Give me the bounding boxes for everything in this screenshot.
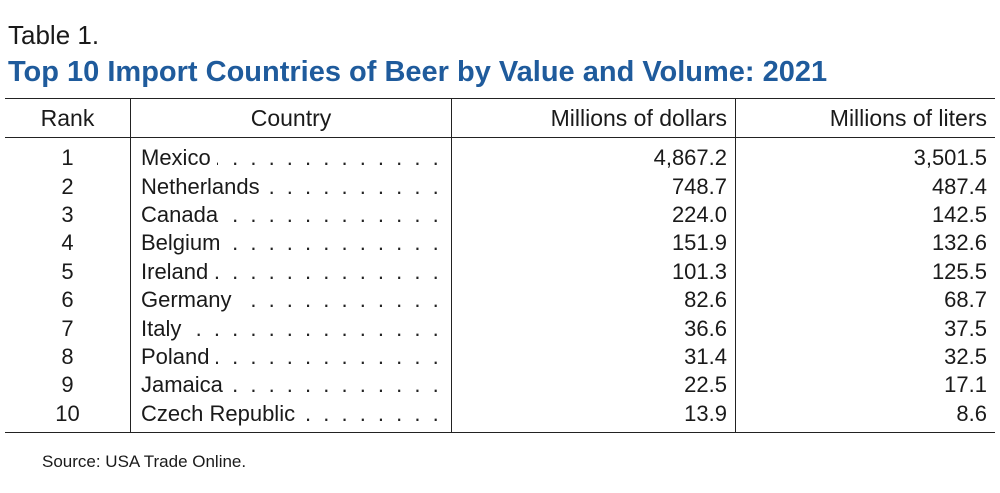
cell-dollars: 224.0 <box>451 200 736 230</box>
cell-dollars: 31.4 <box>451 342 736 372</box>
cell-dollars: 13.9 <box>451 399 736 433</box>
table-row: 1 Mexico . . . . . . . . . . . . . . . . … <box>5 137 995 173</box>
table-row: 3 Canada . . . . . . . . . . . . . . . . … <box>5 200 995 230</box>
cell-country: Jamaica . . . . . . . . . . . . . . . . … <box>130 371 452 400</box>
cell-rank: 10 <box>5 399 131 433</box>
table-row: 4 Belgium . . . . . . . . . . . . . . . .… <box>5 229 995 258</box>
country-name: Mexico <box>141 145 217 171</box>
cell-dollars: 101.3 <box>451 257 736 286</box>
cell-rank: 4 <box>61 230 74 256</box>
country-name: Italy <box>141 315 188 341</box>
cell-rank: 6 <box>61 287 74 313</box>
cell-dollars: 748.7 <box>451 172 736 201</box>
country-name: Germany <box>141 287 238 313</box>
table-row: 7 Italy . . . . . . . . . . . . . . . . .… <box>5 314 995 343</box>
source-note: Source: USA Trade Online. <box>42 452 247 471</box>
cell-rank: 3 <box>61 201 74 227</box>
cell-dollars: 36.6 <box>451 314 736 343</box>
cell-country: Ireland . . . . . . . . . . . . . . . . … <box>130 257 452 286</box>
dot-leader: . . . . . . . . . . . . . . . . . . . . … <box>141 315 451 341</box>
cell-dollars: 82.6 <box>451 285 736 315</box>
cell-liters: 125.5 <box>735 257 995 286</box>
cell-liters: 132.6 <box>735 229 995 258</box>
cell-liters: 487.4 <box>735 172 995 201</box>
cell-liters: 37.5 <box>735 314 995 343</box>
cell-country: Belgium . . . . . . . . . . . . . . . . … <box>130 229 452 258</box>
cell-liters: 8.6 <box>735 399 995 433</box>
table-row: 5 Ireland . . . . . . . . . . . . . . . .… <box>5 257 995 286</box>
header-liters: Millions of liters <box>735 98 995 138</box>
cell-liters: 142.5 <box>735 200 995 230</box>
cell-rank: 9 <box>61 372 74 398</box>
country-name: Canada <box>141 201 225 227</box>
header-row: Rank Country Millions of dollars Million… <box>5 98 995 138</box>
country-name: Ireland <box>141 258 215 284</box>
cell-rank: 8 <box>61 343 74 369</box>
cell-rank: 1 <box>61 145 74 171</box>
table-row: 8 Poland . . . . . . . . . . . . . . . . … <box>5 342 995 372</box>
header-rank: Rank <box>5 98 131 138</box>
cell-country: Poland . . . . . . . . . . . . . . . . .… <box>130 342 452 372</box>
country-name: Jamaica <box>141 372 229 398</box>
table-title: Top 10 Import Countries of Beer by Value… <box>8 56 828 88</box>
cell-liters: 32.5 <box>735 342 995 372</box>
cell-dollars: 4,867.2 <box>451 137 736 173</box>
table-label: Table 1. <box>8 20 100 50</box>
country-name: Czech Republic <box>141 400 302 426</box>
table-body: 1 Mexico . . . . . . . . . . . . . . . . … <box>5 137 995 433</box>
header-country: Country <box>130 98 452 138</box>
table-row: 2 Netherlands . . . . . . . . . . . . . .… <box>5 172 995 201</box>
cell-country: Canada . . . . . . . . . . . . . . . . .… <box>130 200 452 230</box>
country-name: Poland <box>141 343 216 369</box>
cell-liters: 3,501.5 <box>735 137 995 173</box>
cell-country: Italy . . . . . . . . . . . . . . . . . … <box>130 314 452 343</box>
country-name: Netherlands <box>141 173 266 199</box>
cell-liters: 68.7 <box>735 285 995 315</box>
cell-rank: 5 <box>61 258 74 284</box>
cell-country: Germany . . . . . . . . . . . . . . . . … <box>130 285 452 315</box>
cell-country: Netherlands . . . . . . . . . . . . . . … <box>130 172 452 201</box>
cell-dollars: 22.5 <box>451 371 736 400</box>
import-table: Rank Country Millions of dollars Million… <box>5 98 995 433</box>
cell-country: Mexico . . . . . . . . . . . . . . . . .… <box>130 137 452 173</box>
cell-rank: 2 <box>61 173 74 199</box>
table-row: 9 Jamaica . . . . . . . . . . . . . . . .… <box>5 371 995 400</box>
cell-dollars: 151.9 <box>451 229 736 258</box>
country-name: Belgium <box>141 230 227 256</box>
header-dollars: Millions of dollars <box>451 98 736 138</box>
cell-rank: 7 <box>61 315 74 341</box>
table-row: 6 Germany . . . . . . . . . . . . . . . .… <box>5 285 995 315</box>
cell-liters: 17.1 <box>735 371 995 400</box>
cell-country: Czech Republic . . . . . . . . . . . . .… <box>130 399 452 433</box>
